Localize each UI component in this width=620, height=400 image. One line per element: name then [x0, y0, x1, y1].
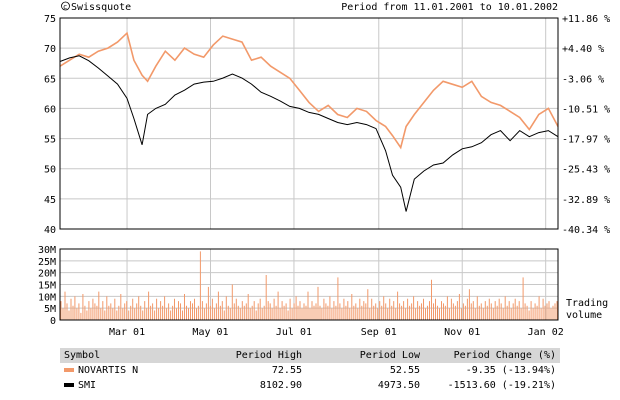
x-tick-label: Sep 01: [361, 327, 397, 338]
smi-index-line: [59, 55, 559, 212]
smi-swatch: [64, 383, 74, 387]
header-symbol: Symbol: [60, 348, 188, 363]
period-text: Period from 11.01.2001 to 10.01.2002: [341, 2, 558, 13]
symbol-text: NOVARTIS N: [78, 365, 139, 376]
y-right-tick-label: +4.40 %: [562, 44, 604, 55]
symbol-cell: SMI: [60, 378, 188, 393]
y-right-tick-label: -32.89 %: [562, 195, 610, 206]
x-tick-label: Jan 02: [528, 327, 564, 338]
y-left-tick-label: 55: [44, 135, 56, 146]
y-left-tick-label: 65: [44, 74, 56, 85]
period-low-cell: 52.55: [389, 365, 420, 376]
volume-plot-frame: [59, 248, 559, 321]
volume-tick-label: 30M: [38, 245, 56, 256]
y-right-tick-label: -25.43 %: [562, 165, 610, 176]
x-tick-label: Nov 01: [444, 327, 480, 338]
volume-label-line: volume: [566, 310, 602, 321]
x-tick-label: Mar 01: [109, 327, 145, 338]
volume-tick-label: 25M: [38, 257, 56, 268]
header-period-high: Period High: [188, 348, 306, 363]
table-row: NOVARTIS N 72.55 52.55 -9.35 (-13.94%): [60, 363, 560, 378]
y-left-tick-label: 50: [44, 165, 56, 176]
period-low-cell: 4973.50: [377, 380, 420, 391]
copyright-label: c Swissquote: [61, 1, 131, 13]
volume-tick-label: 20M: [38, 269, 56, 280]
symbol-text: SMI: [78, 380, 97, 391]
y-right-tick-label: -10.51 %: [562, 104, 610, 115]
y-right-tick-label: +11.86 %: [562, 14, 610, 25]
novartis-price-line: [59, 31, 559, 150]
symbol-cell: NOVARTIS N: [60, 363, 188, 378]
table-header-row: Symbol Period High Period Low Period Cha…: [60, 348, 560, 363]
svg-text:c: c: [63, 3, 67, 11]
y-left-tick-label: 45: [44, 195, 56, 206]
x-tick-label: Jul 01: [276, 327, 312, 338]
price-plot-frame: [59, 17, 559, 230]
table-row: SMI 8102.90 4973.50 -1513.60 (-19.21%): [60, 378, 560, 393]
novartis-swatch: [64, 368, 74, 372]
summary-table: Symbol Period High Period Low Period Cha…: [60, 348, 560, 393]
period-change-cell: -1513.60 (-19.21%): [447, 380, 556, 391]
y-left-tick-label: 60: [44, 104, 56, 115]
x-tick-label: May 01: [192, 327, 228, 338]
y-right-tick-label: -40.34 %: [562, 225, 610, 236]
header-period-change: Period Change (%): [424, 348, 560, 363]
y-left-tick-label: 70: [44, 44, 56, 55]
header-period-low: Period Low: [306, 348, 424, 363]
price-chart: c Swissquote Period from 11.01.2001 to 1…: [38, 1, 610, 338]
period-high-cell: 72.55: [271, 365, 302, 376]
y-left-tick-label: 75: [44, 14, 56, 25]
y-right-tick-label: -3.06 %: [562, 74, 604, 85]
volume-tick-label: 15M: [38, 281, 56, 292]
volume-tick-label: 0: [50, 316, 56, 327]
volume-label-line: Trading: [566, 298, 608, 309]
period-change-cell: -9.35 (-13.94%): [465, 365, 556, 376]
y-right-tick-label: -17.97 %: [562, 135, 610, 146]
volume-tick-label: 5M: [44, 304, 56, 315]
y-left-tick-label: 40: [44, 225, 56, 236]
volume-tick-label: 10M: [38, 292, 56, 303]
period-high-cell: 8102.90: [259, 380, 302, 391]
brand-text: Swissquote: [71, 2, 131, 13]
